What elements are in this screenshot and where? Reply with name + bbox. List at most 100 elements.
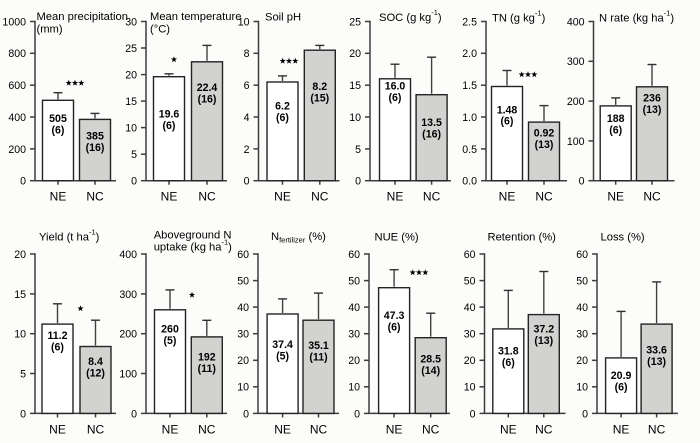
svg-text:31.8: 31.8 <box>498 346 519 358</box>
svg-text:200: 200 <box>567 96 585 108</box>
svg-text:NE: NE <box>162 422 179 436</box>
svg-text:NC: NC <box>648 422 666 436</box>
svg-text:NC: NC <box>86 190 104 204</box>
svg-text:13.5: 13.5 <box>421 117 442 129</box>
svg-text:(16): (16) <box>422 128 441 140</box>
svg-text:2: 2 <box>244 144 250 156</box>
svg-text:20: 20 <box>348 355 360 367</box>
svg-text:8.2: 8.2 <box>312 81 327 93</box>
svg-text:50: 50 <box>576 276 588 288</box>
svg-text:NC: NC <box>423 190 441 204</box>
svg-text:NE: NE <box>613 422 630 436</box>
svg-text:2.5: 2.5 <box>462 16 477 28</box>
svg-text:1.5: 1.5 <box>462 80 477 92</box>
svg-text:(6): (6) <box>276 112 289 124</box>
svg-text:(°C): (°C) <box>150 24 170 36</box>
svg-text:1.0: 1.0 <box>462 112 477 124</box>
svg-text:100: 100 <box>567 136 585 148</box>
svg-text:(6): (6) <box>502 357 515 369</box>
svg-text:30: 30 <box>576 329 588 341</box>
svg-text:(6): (6) <box>615 382 628 394</box>
svg-text:Mean precipitation: Mean precipitation <box>37 11 128 23</box>
svg-text:35.1: 35.1 <box>308 340 329 352</box>
svg-text:5: 5 <box>20 368 26 380</box>
svg-text:(6): (6) <box>388 321 401 333</box>
svg-text:NE: NE <box>274 190 291 204</box>
svg-text:20.9: 20.9 <box>611 370 632 382</box>
svg-text:5: 5 <box>355 144 361 156</box>
svg-text:Mean temperature: Mean temperature <box>150 11 241 23</box>
svg-text:25: 25 <box>349 16 361 28</box>
svg-text:SOC (g kg-1​): SOC (g kg-1​) <box>379 8 442 24</box>
svg-text:10: 10 <box>125 123 137 135</box>
svg-text:100: 100 <box>119 368 137 380</box>
svg-text:(6): (6) <box>389 92 402 104</box>
svg-text:800: 800 <box>8 48 26 60</box>
svg-text:(mm): (mm) <box>37 24 63 36</box>
svg-text:(6): (6) <box>609 125 622 137</box>
svg-text:40: 40 <box>348 302 360 314</box>
svg-text:8.4: 8.4 <box>88 356 103 368</box>
svg-text:NE: NE <box>274 422 291 436</box>
svg-text:(11): (11) <box>198 363 216 375</box>
svg-text:Aboveground N: Aboveground N <box>154 230 232 242</box>
svg-text:Nfertilizer​ (%): Nfertilizer​ (%) <box>271 231 326 245</box>
svg-text:(15): (15) <box>310 93 329 105</box>
svg-text:4: 4 <box>244 112 250 124</box>
svg-text:NC: NC <box>535 422 553 436</box>
svg-text:(12): (12) <box>86 367 105 379</box>
svg-text:NC: NC <box>535 190 553 204</box>
svg-text:30: 30 <box>348 329 360 341</box>
svg-text:NE: NE <box>500 422 517 436</box>
svg-text:(6): (6) <box>52 125 65 137</box>
svg-text:505: 505 <box>49 113 67 125</box>
svg-text:NE: NE <box>49 422 66 436</box>
svg-text:5: 5 <box>131 149 137 161</box>
svg-text:uptake (kg ha-1​): uptake (kg ha-1​) <box>154 238 232 254</box>
svg-text:200: 200 <box>8 144 26 156</box>
svg-text:15: 15 <box>125 96 137 108</box>
svg-text:15: 15 <box>349 80 361 92</box>
svg-text:30: 30 <box>125 16 137 28</box>
svg-text:0: 0 <box>131 176 137 188</box>
svg-text:33.6: 33.6 <box>646 345 667 357</box>
svg-text:0: 0 <box>579 176 585 188</box>
svg-text:8: 8 <box>244 48 250 60</box>
svg-text:19.6: 19.6 <box>159 109 180 121</box>
svg-text:192: 192 <box>198 352 216 364</box>
svg-text:10: 10 <box>348 382 360 394</box>
svg-text:NC: NC <box>311 190 329 204</box>
svg-text:11.2: 11.2 <box>47 330 67 342</box>
svg-text:600: 600 <box>8 80 26 92</box>
svg-text:(13): (13) <box>535 139 554 151</box>
svg-text:40: 40 <box>464 302 476 314</box>
svg-text:236: 236 <box>643 93 661 105</box>
svg-text:60: 60 <box>576 249 588 261</box>
svg-text:6: 6 <box>244 80 250 92</box>
svg-text:40: 40 <box>237 302 249 314</box>
svg-text:50: 50 <box>237 276 249 288</box>
svg-text:NC: NC <box>87 422 105 436</box>
svg-text:0: 0 <box>243 408 249 420</box>
svg-text:400: 400 <box>119 249 137 261</box>
svg-text:(5): (5) <box>276 350 289 362</box>
svg-text:0: 0 <box>355 176 361 188</box>
svg-text:6.2: 6.2 <box>275 101 290 113</box>
svg-text:NC: NC <box>310 422 328 436</box>
svg-text:1000: 1000 <box>2 16 26 28</box>
svg-text:10: 10 <box>238 16 250 28</box>
svg-text:20: 20 <box>125 70 137 82</box>
svg-text:30: 30 <box>464 329 476 341</box>
svg-text:400: 400 <box>567 16 585 28</box>
svg-text:20: 20 <box>14 249 26 261</box>
svg-text:30: 30 <box>237 329 249 341</box>
svg-text:Retention (%): Retention (%) <box>488 232 557 244</box>
svg-text:37.4: 37.4 <box>272 339 293 351</box>
svg-text:0: 0 <box>131 408 137 420</box>
svg-text:50: 50 <box>464 276 476 288</box>
svg-text:NE: NE <box>50 190 67 204</box>
svg-text:20: 20 <box>237 355 249 367</box>
svg-text:(14): (14) <box>421 365 440 377</box>
svg-text:47.3: 47.3 <box>384 310 405 322</box>
svg-text:28.5: 28.5 <box>420 354 441 366</box>
